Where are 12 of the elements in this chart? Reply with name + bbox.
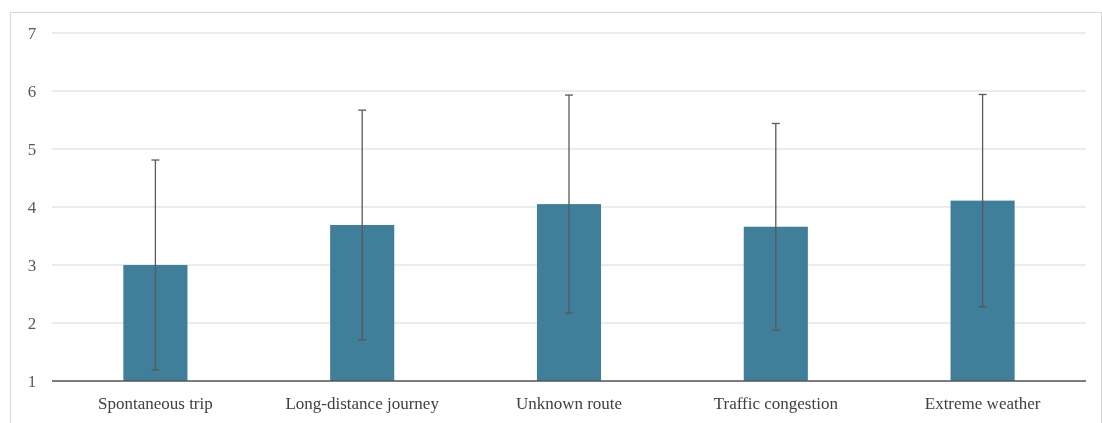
x-tick-label: Long-distance journey bbox=[285, 394, 440, 413]
y-tick-label: 5 bbox=[27, 139, 37, 159]
y-tick-label: 2 bbox=[27, 313, 37, 333]
y-tick-label: 3 bbox=[27, 255, 37, 275]
y-tick-label: 7 bbox=[27, 23, 37, 43]
x-tick-label: Traffic congestion bbox=[713, 394, 839, 413]
x-tick-label: Extreme weather bbox=[924, 394, 1041, 413]
x-tick-label: Unknown route bbox=[515, 394, 623, 413]
x-tick-label: Spontaneous trip bbox=[98, 394, 213, 413]
y-tick-label: 4 bbox=[27, 197, 37, 217]
y-tick-label: 6 bbox=[27, 81, 37, 101]
y-tick-label: 1 bbox=[27, 371, 37, 391]
